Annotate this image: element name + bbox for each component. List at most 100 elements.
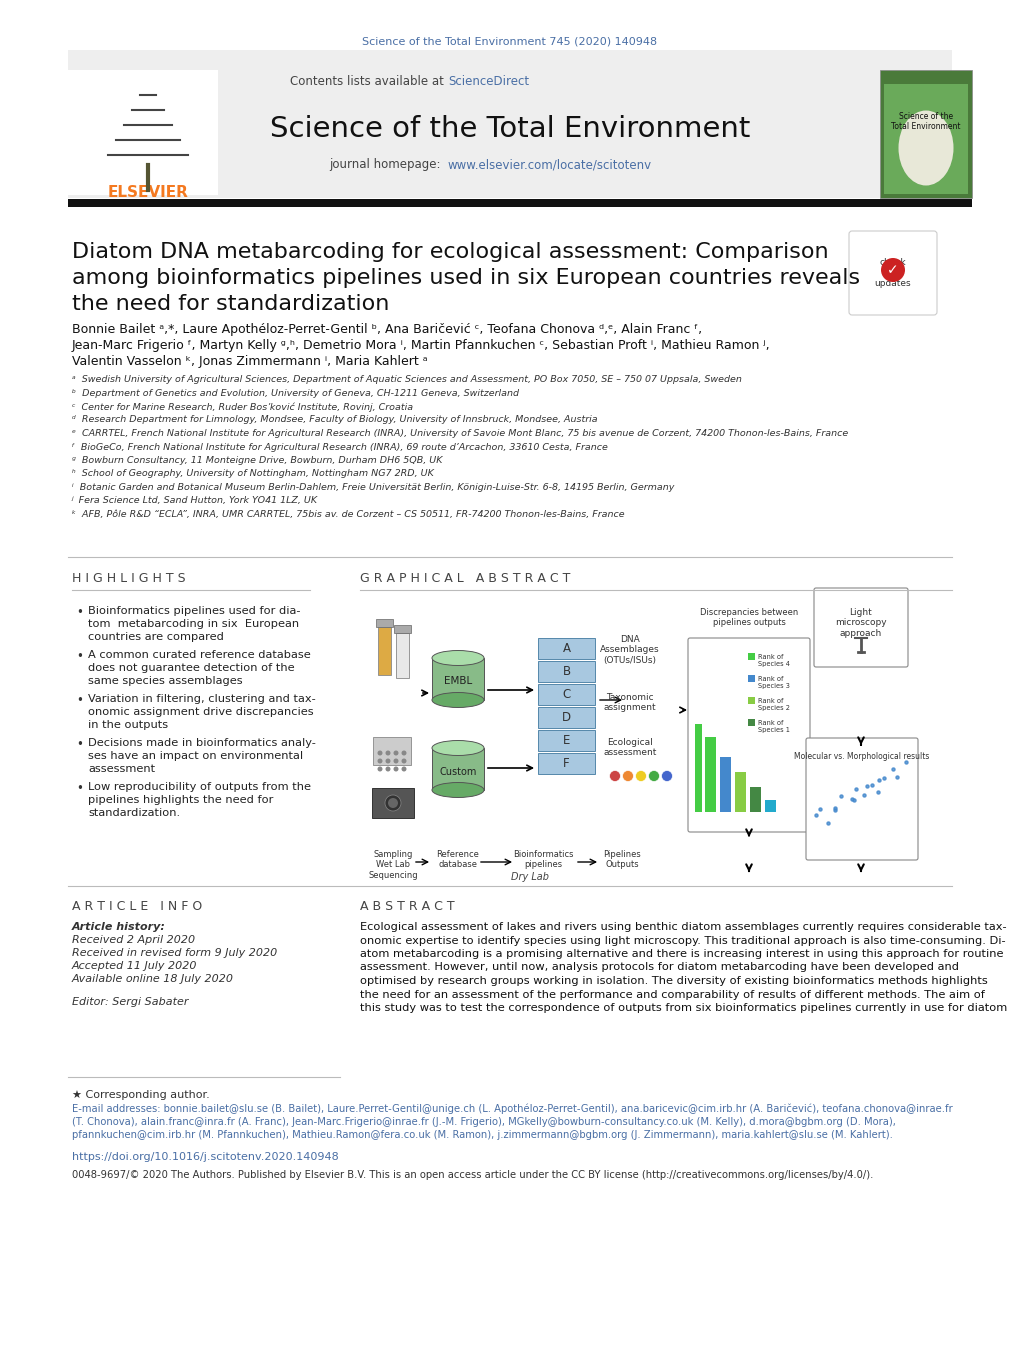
Circle shape (393, 766, 398, 772)
Text: •: • (76, 738, 83, 752)
Text: ᵇ  Department of Genetics and Evolution, University of Geneva, CH-1211 Geneva, S: ᵇ Department of Genetics and Evolution, … (72, 389, 519, 397)
Point (843, 788, 859, 810)
Text: Available online 18 July 2020: Available online 18 July 2020 (72, 974, 233, 984)
Bar (537, 753, 594, 775)
Text: pfannkuchen@cim.irb.hr (M. Pfannkuchen), Mathieu.Ramon@fera.co.uk (M. Ramon), j.: pfannkuchen@cim.irb.hr (M. Pfannkuchen),… (72, 1129, 892, 1140)
Bar (432, 747, 484, 790)
Text: Low reproducibility of outputs from the: Low reproducibility of outputs from the (88, 781, 311, 792)
Point (807, 803, 823, 825)
Text: ʲ  Fera Science Ltd, Sand Hutton, York YO41 1LZ, UK: ʲ Fera Science Ltd, Sand Hutton, York YO… (72, 496, 318, 506)
Text: pipelines highlights the need for: pipelines highlights the need for (88, 795, 273, 805)
FancyBboxPatch shape (805, 738, 917, 860)
Point (883, 758, 900, 780)
Text: Article history:: Article history: (72, 921, 166, 932)
Bar (704, 737, 715, 811)
Bar (537, 707, 594, 728)
Text: F: F (562, 757, 570, 771)
Point (832, 786, 848, 807)
Text: ELSEVIER: ELSEVIER (107, 185, 189, 200)
Point (888, 766, 904, 788)
Text: ᵈ  Research Department for Limnology, Mondsee, Faculty of Biology, University of: ᵈ Research Department for Limnology, Mon… (72, 416, 597, 424)
Ellipse shape (432, 783, 484, 798)
Circle shape (401, 750, 407, 756)
Point (875, 766, 892, 788)
Text: Dry Lab: Dry Lab (511, 872, 548, 882)
Ellipse shape (432, 651, 484, 666)
Bar (749, 787, 760, 811)
Bar (764, 800, 775, 811)
Bar (372, 788, 414, 818)
Text: A: A (561, 641, 570, 655)
Text: does not guarantee detection of the: does not guarantee detection of the (88, 663, 294, 673)
Text: journal homepage:: journal homepage: (329, 158, 447, 171)
Text: Science of the
Total Environment: Science of the Total Environment (891, 111, 960, 132)
Text: same species assemblages: same species assemblages (88, 675, 243, 686)
Bar (393, 625, 411, 633)
Text: among bioinformatics pipelines used in six European countries reveals: among bioinformatics pipelines used in s… (72, 268, 859, 288)
FancyBboxPatch shape (688, 637, 809, 832)
Text: Discrepancies between
pipelines outputs: Discrepancies between pipelines outputs (699, 607, 797, 628)
Text: ᵉ  CARRTEL, French National Institute for Agricultural Research (INRA), Universi: ᵉ CARRTEL, French National Institute for… (72, 429, 848, 438)
Text: Rank of
Species 3: Rank of Species 3 (757, 675, 789, 689)
Text: (T. Chonova), alain.franc@inra.fr (A. Franc), Jean-Marc.Frigerio@inrae.fr (J.-M.: (T. Chonova), alain.franc@inra.fr (A. Fr… (72, 1117, 895, 1127)
Ellipse shape (898, 110, 953, 185)
Text: A B S T R A C T: A B S T R A C T (360, 900, 454, 913)
Point (855, 784, 871, 806)
Text: assessment. However, until now, analysis protocols for diatom metabarcoding have: assessment. However, until now, analysis… (360, 962, 958, 973)
Text: Molecular vs. Morphological results: Molecular vs. Morphological results (794, 752, 928, 761)
Bar (68, 50, 951, 198)
Text: ᵍ  Bowburn Consultancy, 11 Monteigne Drive, Bowburn, Durham DH6 5QB, UK: ᵍ Bowburn Consultancy, 11 Monteigne Driv… (72, 457, 442, 465)
Text: •: • (76, 606, 83, 618)
Circle shape (377, 766, 382, 772)
Text: •: • (76, 781, 83, 795)
Text: standardization.: standardization. (88, 809, 180, 818)
Circle shape (401, 766, 407, 772)
Bar (747, 697, 754, 704)
Bar (68, 198, 971, 207)
Point (869, 781, 886, 803)
Text: Valentin Vasselon ᵏ, Jonas Zimmermann ⁱ, Maria Kahlert ᵃ: Valentin Vasselon ᵏ, Jonas Zimmermann ⁱ,… (72, 355, 427, 368)
Text: www.elsevier.com/locate/scitotenv: www.elsevier.com/locate/scitotenv (447, 158, 651, 171)
Point (897, 750, 913, 772)
Bar (747, 654, 754, 660)
Text: the need for standardization: the need for standardization (72, 294, 389, 314)
Text: Jean-Marc Frigerio ᶠ, Martyn Kelly ᵍ,ʰ, Demetrio Mora ⁱ, Martin Pfannkuchen ᶜ, S: Jean-Marc Frigerio ᶠ, Martyn Kelly ᵍ,ʰ, … (72, 338, 770, 352)
Circle shape (622, 771, 633, 781)
Text: Ecological assessment of lakes and rivers using benthic diatom assemblages curre: Ecological assessment of lakes and river… (360, 921, 1006, 932)
Text: ᵃ  Swedish University of Agricultural Sciences, Department of Aquatic Sciences a: ᵃ Swedish University of Agricultural Sci… (72, 375, 741, 385)
Bar (537, 730, 594, 752)
Text: optimised by research groups working in isolation. The diversity of existing bio: optimised by research groups working in … (360, 976, 986, 987)
Text: A R T I C L E   I N F O: A R T I C L E I N F O (72, 900, 202, 913)
Text: Ecological
assessment: Ecological assessment (602, 738, 656, 757)
Circle shape (393, 750, 398, 756)
Text: Received in revised form 9 July 2020: Received in revised form 9 July 2020 (72, 949, 277, 958)
Text: ᶠ  BioGeCo, French National Institute for Agricultural Research (INRA), 69 route: ᶠ BioGeCo, French National Institute for… (72, 443, 607, 451)
Bar (432, 658, 484, 700)
Bar (747, 719, 754, 726)
Text: •: • (76, 694, 83, 707)
Point (858, 776, 874, 798)
Bar (883, 84, 967, 194)
Text: ScienceDirect: ScienceDirect (447, 75, 529, 88)
Text: Science of the Total Environment 745 (2020) 140948: Science of the Total Environment 745 (20… (362, 35, 657, 46)
Text: the need for an assessment of the performance and comparability of results of di: the need for an assessment of the perfor… (360, 989, 984, 999)
Point (846, 788, 862, 810)
Text: ᶜ  Center for Marine Research, Ruder Bosʹković Institute, Rovinj, Croatia: ᶜ Center for Marine Research, Ruder Bosʹ… (72, 402, 413, 412)
Circle shape (377, 758, 382, 764)
Text: Accepted 11 July 2020: Accepted 11 July 2020 (72, 961, 198, 970)
Circle shape (401, 758, 407, 764)
Bar (537, 660, 594, 682)
Text: E-mail addresses: bonnie.bailet@slu.se (B. Bailet), Laure.Perret-Gentil@unige.ch: E-mail addresses: bonnie.bailet@slu.se (… (72, 1104, 952, 1114)
Bar (373, 737, 411, 765)
Point (818, 811, 835, 833)
Circle shape (384, 795, 400, 811)
Text: ★ Corresponding author.: ★ Corresponding author. (72, 1090, 210, 1099)
Text: D: D (561, 711, 571, 724)
Text: DNA
Assemblages
(OTUs/ISUs): DNA Assemblages (OTUs/ISUs) (599, 635, 659, 665)
Text: EMBL: EMBL (443, 675, 472, 686)
Text: countries are compared: countries are compared (88, 632, 223, 641)
Text: Rank of
Species 1: Rank of Species 1 (757, 720, 789, 733)
Text: ⁱ  Botanic Garden and Botanical Museum Berlin-Dahlem, Freie Universität Berlin, : ⁱ Botanic Garden and Botanical Museum Be… (72, 482, 674, 492)
Point (826, 798, 843, 819)
Bar (719, 757, 731, 811)
